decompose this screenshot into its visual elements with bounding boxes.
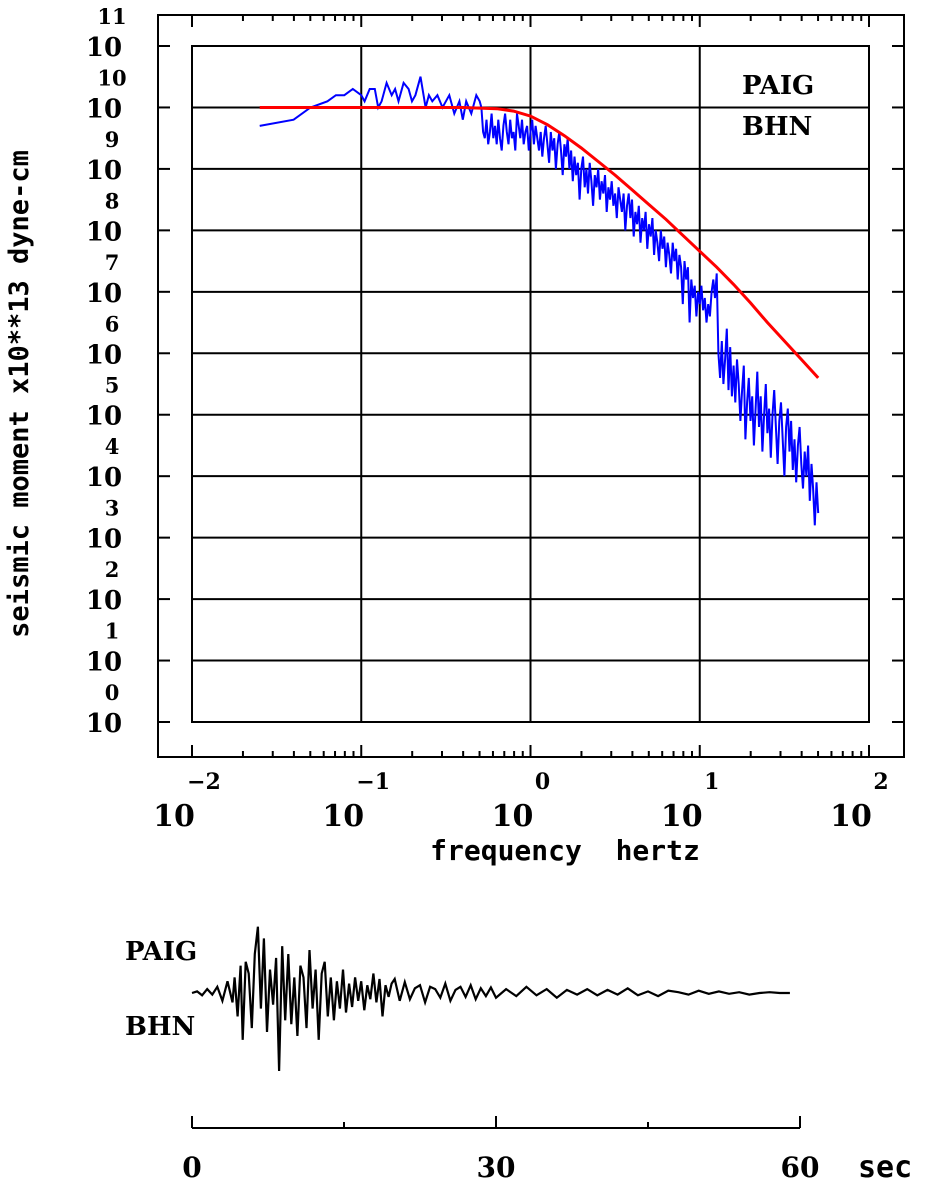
y-tick-exponent: 11: [97, 4, 126, 29]
spectrum-annotation-station: PAIG: [742, 71, 814, 101]
x-tick-base: 10: [830, 799, 872, 834]
y-tick-exponent: 2: [105, 557, 120, 582]
x-tick-base: 10: [153, 799, 195, 834]
time-axis-label: sec: [858, 1150, 912, 1184]
x-tick-exponent: −2: [187, 769, 221, 795]
y-tick-base: 10: [86, 279, 122, 309]
x-tick-exponent: 2: [873, 769, 888, 795]
x-tick-base: 10: [661, 799, 703, 834]
x-axis-label: frequency hertz: [430, 834, 700, 867]
y-tick-base: 10: [86, 709, 122, 739]
axis-ticks: [158, 15, 904, 757]
grid-lines: [191, 45, 870, 723]
y-tick-exponent: 1: [105, 619, 120, 644]
y-tick-exponent: 8: [105, 188, 120, 213]
seismogram-trace: [191, 926, 790, 1072]
y-tick-base: 10: [86, 402, 122, 432]
time-tick-label: 0: [182, 1151, 201, 1184]
y-tick-exponent: 3: [105, 496, 120, 521]
seismogram-annotation-channel: BHN: [125, 1012, 195, 1042]
y-tick-base: 10: [86, 340, 122, 370]
y-tick-base: 10: [86, 94, 122, 124]
y-tick-exponent: 10: [97, 65, 126, 90]
spectrum-series-model: [259, 106, 820, 379]
x-tick-exponent: −1: [356, 769, 390, 795]
y-tick-base: 10: [86, 33, 122, 63]
x-tick-base: 10: [322, 799, 364, 834]
seismogram-plot: PAIG BHN 0 30 60 sec: [125, 926, 912, 1184]
y-tick-base: 10: [86, 586, 122, 616]
y-tick-base: 10: [86, 463, 122, 493]
y-tick-exponent: 0: [105, 680, 120, 705]
spectrum-annotation-channel: BHN: [742, 112, 812, 142]
x-tick-exponent: 1: [704, 769, 719, 795]
y-tick-base: 10: [86, 217, 122, 247]
y-tick-exponent: 5: [105, 373, 120, 398]
y-tick-base: 10: [86, 525, 122, 555]
y-tick-exponent: 4: [105, 434, 120, 459]
seismogram-annotation-station: PAIG: [125, 937, 197, 967]
time-tick-label: 60: [781, 1151, 820, 1184]
time-tick-label: 30: [477, 1151, 516, 1184]
y-tick-exponent: 7: [105, 250, 120, 275]
x-tick-exponent: 0: [535, 769, 550, 795]
y-tick-base: 10: [86, 156, 122, 186]
y-axis-label: seismic moment x10**13 dyne-cm: [4, 150, 35, 638]
y-tick-base: 10: [86, 648, 122, 678]
spectrum-series-observed: [259, 76, 820, 526]
time-axis: 0 30 60: [182, 1116, 819, 1184]
y-tick-exponent: 6: [105, 311, 120, 336]
y-tick-exponent: 9: [105, 127, 120, 152]
x-tick-base: 10: [492, 799, 534, 834]
